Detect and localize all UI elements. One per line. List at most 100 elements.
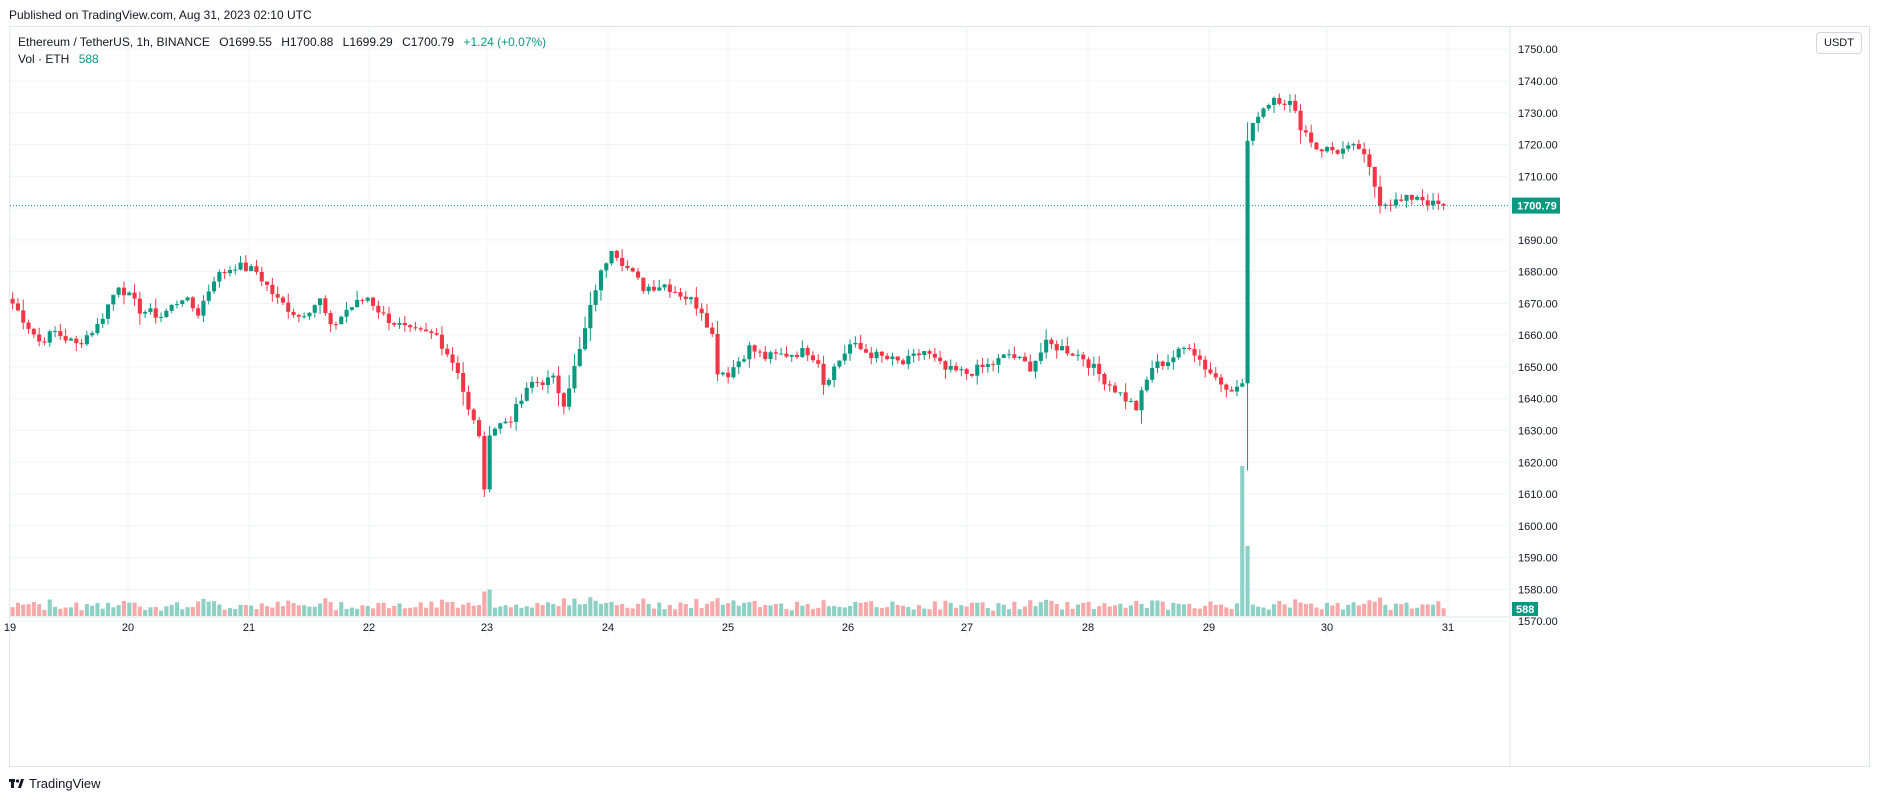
volume-bar <box>996 603 1001 616</box>
candle-body <box>609 250 614 264</box>
candle-body <box>1219 377 1224 385</box>
candle-body <box>916 353 921 356</box>
volume-bar <box>789 610 794 616</box>
candle-body <box>874 351 879 359</box>
candle-body <box>355 299 360 308</box>
candle-body <box>540 382 545 386</box>
candle-body <box>927 351 932 354</box>
volume-bar <box>1118 603 1123 616</box>
footer-brand[interactable]: TradingView <box>9 776 101 791</box>
x-tick-label: 20 <box>122 622 134 634</box>
candle-body <box>275 294 280 298</box>
volume-bar <box>540 605 545 616</box>
candle-body <box>1356 143 1361 149</box>
volume-bar <box>53 606 58 616</box>
candle-body <box>593 290 598 305</box>
volume-bar <box>1166 609 1171 616</box>
volume-bar <box>159 610 164 616</box>
volume-bar <box>37 604 42 616</box>
y-tick-label: 1690.00 <box>1518 235 1558 247</box>
candle-body <box>1155 361 1160 369</box>
candle-body <box>1128 401 1133 403</box>
candle-body <box>53 331 58 333</box>
candle-body <box>911 353 916 356</box>
volume-bar <box>127 602 132 616</box>
candle-body <box>180 300 185 305</box>
volume-bar <box>365 605 370 616</box>
volume-bar <box>254 609 259 616</box>
candle-body <box>360 299 365 301</box>
candle-body <box>598 270 603 291</box>
candle-body <box>1197 355 1202 360</box>
volume-bar <box>1187 603 1192 616</box>
volume-bar <box>1012 601 1017 616</box>
candle-body <box>376 305 381 313</box>
volume-bar <box>180 609 185 616</box>
candle-body <box>386 313 391 324</box>
candle-body <box>1049 339 1054 345</box>
volume-bar <box>678 602 683 616</box>
volume-bar <box>1060 609 1065 616</box>
volume-bar <box>614 605 619 616</box>
volume-bar <box>609 601 614 616</box>
volume-bar <box>360 605 365 616</box>
volume-bar <box>68 607 73 616</box>
candle-body <box>604 263 609 271</box>
candle-body <box>227 269 232 274</box>
y-tick-label: 1620.00 <box>1518 457 1558 469</box>
volume-bar <box>1224 607 1229 616</box>
candle-body <box>1224 384 1229 390</box>
candle-body <box>439 334 444 349</box>
y-tick-label: 1720.00 <box>1518 140 1558 152</box>
volume-bar <box>657 602 662 616</box>
candle-body <box>1399 199 1404 201</box>
volume-bar <box>153 607 158 616</box>
y-tick-label: 1590.00 <box>1518 553 1558 565</box>
volume-bar <box>863 602 868 616</box>
x-tick-label: 25 <box>722 622 734 634</box>
candle-body <box>1229 389 1234 392</box>
volume-bar <box>932 601 937 616</box>
candle-body <box>79 343 84 345</box>
candle-body <box>991 364 996 366</box>
volume-bar <box>1028 600 1033 616</box>
candle-body <box>567 388 572 407</box>
volume-bar <box>318 603 323 616</box>
candle-body <box>1075 354 1080 356</box>
candle-body <box>1134 401 1139 411</box>
candle-body <box>1425 200 1430 206</box>
candle-body <box>715 333 720 375</box>
candle-body <box>307 312 312 317</box>
volume-bar <box>1378 597 1383 616</box>
volume-bar <box>689 607 694 616</box>
volume-bar <box>1399 604 1404 616</box>
candle-body <box>1351 143 1356 146</box>
volume-bar <box>651 608 656 616</box>
volume-bar <box>1139 604 1144 616</box>
candle-body <box>545 377 550 386</box>
candle-body <box>551 375 556 378</box>
currency-button[interactable]: USDT <box>1816 32 1862 54</box>
candle-body <box>169 304 174 311</box>
candle-body <box>1107 384 1112 386</box>
candle-body <box>901 360 906 365</box>
candle-body <box>768 352 773 360</box>
volume-bar <box>810 609 815 616</box>
volume-bar <box>858 602 863 616</box>
volume-bar <box>848 605 853 616</box>
candle-body <box>1118 392 1123 394</box>
candle-body <box>1123 392 1128 402</box>
volume-bar <box>630 608 635 616</box>
volume-bar <box>58 608 63 616</box>
volume-bar <box>551 603 556 616</box>
volume-bar <box>927 609 932 616</box>
candle-body <box>365 297 370 301</box>
candle-body <box>985 364 990 368</box>
candle-body <box>466 391 471 410</box>
candle-body <box>37 334 42 342</box>
volume-bar <box>1171 602 1176 616</box>
x-tick-label: 21 <box>243 622 255 634</box>
candle-body <box>1314 142 1319 150</box>
volume-bar <box>1351 602 1356 616</box>
